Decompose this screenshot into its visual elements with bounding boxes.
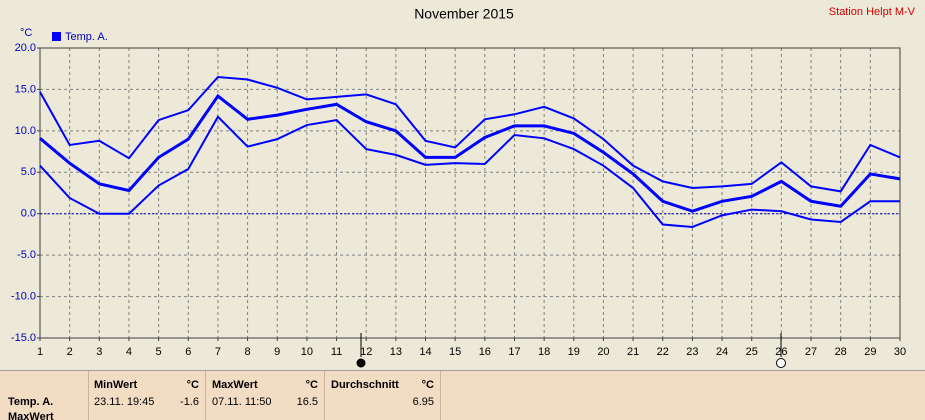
x-tick-label: 11: [331, 346, 342, 358]
stats-time: 07.11. 11:50: [212, 396, 272, 408]
legend-label: Temp. A.: [65, 31, 108, 43]
legend-swatch: [52, 32, 61, 41]
y-tick-label: 15.0: [15, 83, 36, 95]
station-label: Station Helpt M-V: [829, 6, 916, 18]
stats-header: MinWert: [94, 379, 138, 391]
stats-unit: °C: [421, 379, 434, 391]
stats-unit: °C: [186, 379, 199, 391]
chart: November 2015 Station Helpt M-V °C -15.0…: [11, 6, 916, 368]
stats-row-label: MaxWert: [8, 411, 54, 420]
x-tick-label: 18: [538, 346, 550, 358]
x-tick-label: 2: [67, 346, 73, 358]
cursor-marker: [356, 358, 366, 368]
x-tick-label: 30: [894, 346, 906, 358]
stats-cell: Durchschnitt °C 6.95: [325, 371, 441, 420]
x-tick-label: 12: [360, 346, 372, 358]
line-max: [39, 75, 901, 193]
x-tick-label: 20: [597, 346, 609, 358]
x-tick-label: 10: [301, 346, 313, 358]
x-tick-label: 7: [215, 346, 221, 358]
x-tick-label: 17: [508, 346, 520, 358]
x-tick-label: 5: [156, 346, 162, 358]
y-tick-label: -5.0: [17, 249, 36, 261]
y-tick-label: 10.0: [15, 125, 36, 137]
x-tick-label: 13: [390, 346, 402, 358]
x-tick-label: 24: [716, 346, 728, 358]
x-tick-label: 9: [274, 346, 280, 358]
line-min: [39, 115, 900, 228]
stats-value: 16.5: [296, 396, 318, 408]
stats-value: 6.95: [412, 396, 434, 408]
cursor-marker: [776, 358, 786, 368]
y-tick-label: -15.0: [11, 332, 36, 344]
stats-panel: Temp. A. MaxWert MinWert °C 23.11. 19:45…: [0, 370, 925, 420]
stats-header: Durchschnitt: [331, 379, 399, 391]
y-unit: °C: [20, 27, 32, 39]
x-tick-label: 1: [37, 346, 43, 358]
x-tick-label: 26: [775, 346, 787, 358]
chart-title: November 2015: [414, 6, 514, 22]
x-tick-label: 14: [419, 346, 431, 358]
line-values: [39, 93, 901, 213]
x-tick-label: 15: [449, 346, 461, 358]
stats-unit: °C: [305, 379, 318, 391]
x-tick-label: 21: [627, 346, 639, 358]
x-tick-label: 8: [245, 346, 251, 358]
stats-cell: MinWert °C 23.11. 19:45 -1.6: [88, 371, 206, 420]
x-tick-label: 6: [185, 346, 191, 358]
x-tick-label: 4: [126, 346, 132, 358]
x-tick-label: 23: [686, 346, 698, 358]
plot-frame: [39, 47, 901, 339]
x-tick-label: 3: [96, 346, 102, 358]
x-tick-label: 16: [479, 346, 491, 358]
stats-cell: MaxWert °C 07.11. 11:50 16.5: [206, 371, 325, 420]
x-tick-label: 28: [835, 346, 847, 358]
stats-row-label: Temp. A.: [8, 396, 54, 408]
x-tick-label: 27: [805, 346, 817, 358]
x-tick-label: 25: [746, 346, 758, 358]
y-tick-label: -10.0: [11, 290, 36, 302]
y-tick-label: 0.0: [21, 208, 36, 220]
y-tick-label: 5.0: [21, 166, 36, 178]
stats-value: -1.6: [180, 396, 199, 408]
x-tick-label: 22: [657, 346, 669, 358]
x-tick-label: 29: [864, 346, 876, 358]
x-tick-label: 19: [568, 346, 580, 358]
stats-time: 23.11. 19:45: [94, 396, 155, 408]
stats-header: MaxWert: [212, 379, 258, 391]
y-tick-label: 20.0: [15, 42, 36, 54]
stats-cell: Temp. A. MaxWert: [0, 371, 89, 420]
